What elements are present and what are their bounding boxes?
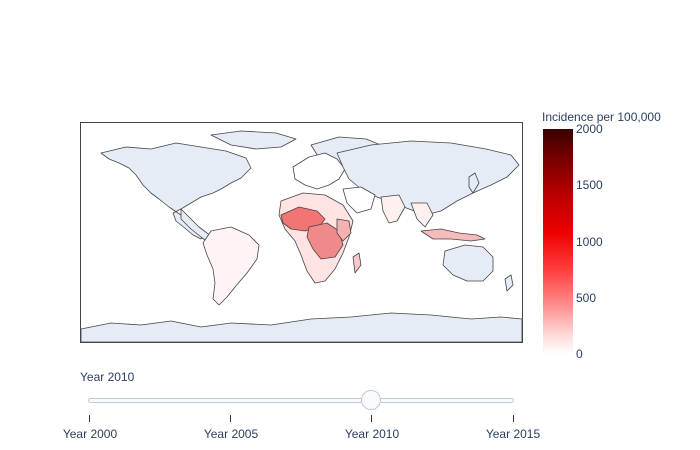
slider-tick-2000 <box>89 415 90 422</box>
slider-tick-2015 <box>513 415 514 422</box>
new-zealand <box>504 274 514 292</box>
colorbar-tick-500: 500 <box>576 291 597 305</box>
world-map[interactable] <box>80 122 523 343</box>
year-slider-rail[interactable] <box>88 398 514 403</box>
colorbar-tick-1000: 1000 <box>576 235 603 249</box>
colorbar-gradient <box>543 129 573 354</box>
colorbar-tick-1500: 1500 <box>576 178 603 192</box>
indonesia-png <box>420 228 486 242</box>
slider-tick-2010 <box>371 415 372 422</box>
colorbar-tick-0: 0 <box>576 347 583 361</box>
madagascar <box>352 252 362 274</box>
japan <box>468 172 480 194</box>
colorbar-tick-2000: 2000 <box>576 122 603 136</box>
india <box>380 194 406 224</box>
africa-high-incidence-central <box>306 222 344 260</box>
middle-east <box>342 186 376 214</box>
arctic-islands <box>210 130 297 150</box>
slider-step-year-2000[interactable]: Year 2000 <box>62 427 118 441</box>
slider-current-value: Year 2010 <box>80 370 135 384</box>
slider-step-year-2010[interactable]: Year 2010 <box>344 427 400 441</box>
year-slider-handle[interactable] <box>361 390 381 410</box>
south-america-landmass <box>202 226 260 306</box>
choropleth-map[interactable] <box>81 123 522 342</box>
europe-landmass <box>292 152 346 190</box>
slider-step-year-2005[interactable]: Year 2005 <box>203 427 259 441</box>
africa-east-moderate <box>336 218 352 242</box>
slider-tick-2005 <box>230 415 231 422</box>
antarctica-landmass <box>81 312 522 342</box>
slider-step-year-2015[interactable]: Year 2015 <box>485 427 541 441</box>
north-america-landmass <box>100 142 252 240</box>
southeast-asia <box>410 202 434 228</box>
australia-landmass <box>442 244 494 282</box>
colorbar-title: Incidence per 100,000 <box>542 110 661 124</box>
